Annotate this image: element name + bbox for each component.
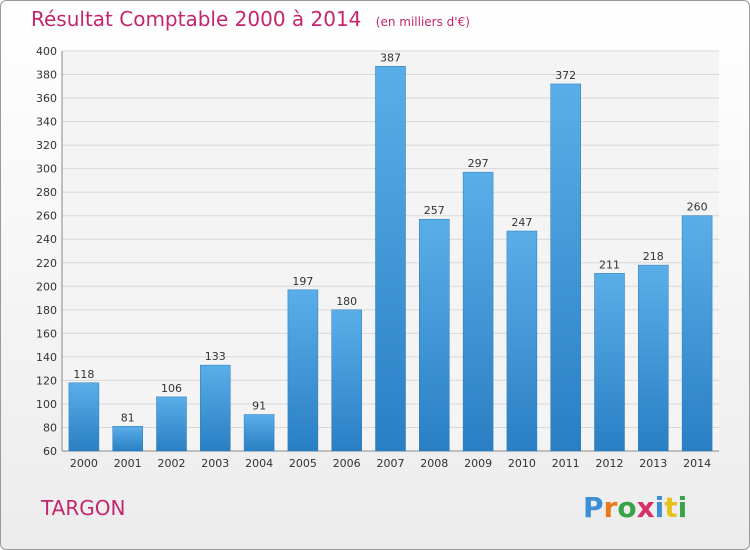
y-tick-label: 160 xyxy=(36,327,57,340)
data-label: 197 xyxy=(292,275,313,288)
x-tick-label: 2007 xyxy=(377,457,405,470)
x-tick-label: 2008 xyxy=(420,457,448,470)
y-tick-label: 280 xyxy=(36,186,57,199)
bar xyxy=(462,171,494,452)
bar xyxy=(506,230,538,452)
x-tick-label: 2005 xyxy=(289,457,317,470)
y-tick-label: 100 xyxy=(36,398,57,411)
y-tick-label: 120 xyxy=(36,374,57,387)
x-tick-label: 2013 xyxy=(639,457,667,470)
y-tick-label: 200 xyxy=(36,280,57,293)
x-tick-label: 2001 xyxy=(114,457,142,470)
x-tick-label: 2004 xyxy=(245,457,273,470)
x-tick-label: 2009 xyxy=(464,457,492,470)
bar xyxy=(200,364,231,452)
logo-letter: o xyxy=(617,491,637,524)
y-tick-label: 60 xyxy=(43,445,57,458)
data-label: 372 xyxy=(555,69,576,82)
data-label: 106 xyxy=(161,382,182,395)
data-label: 247 xyxy=(511,216,532,229)
bar xyxy=(419,218,450,452)
x-tick-label: 2012 xyxy=(596,457,624,470)
bar xyxy=(638,264,669,452)
bar xyxy=(331,309,362,452)
logo-letter: r xyxy=(603,491,618,524)
commune-name: TARGON xyxy=(41,496,126,520)
data-label: 118 xyxy=(73,368,94,381)
x-tick-label: 2014 xyxy=(683,457,711,470)
data-label: 387 xyxy=(380,51,401,64)
x-tick-label: 2002 xyxy=(158,457,186,470)
data-label: 260 xyxy=(687,201,708,214)
y-tick-label: 260 xyxy=(36,210,57,223)
y-tick-label: 300 xyxy=(36,163,57,176)
x-tick-label: 2011 xyxy=(552,457,580,470)
x-tick-label: 2003 xyxy=(201,457,229,470)
x-tick-label: 2010 xyxy=(508,457,536,470)
bar xyxy=(681,215,713,452)
data-label: 180 xyxy=(336,295,357,308)
data-label: 91 xyxy=(252,400,266,413)
bar xyxy=(550,83,581,452)
y-tick-label: 340 xyxy=(36,116,57,129)
y-tick-label: 320 xyxy=(36,139,57,152)
data-label: 297 xyxy=(468,157,489,170)
data-label: 257 xyxy=(424,204,445,217)
y-tick-label: 240 xyxy=(36,233,57,246)
title-text: Résultat Comptable 2000 à 2014 xyxy=(31,7,362,31)
bar xyxy=(156,396,187,452)
y-tick-label: 80 xyxy=(43,421,57,434)
y-tick-label: 140 xyxy=(36,351,57,364)
bar xyxy=(375,66,406,452)
data-label: 218 xyxy=(643,250,664,263)
y-tick-label: 220 xyxy=(36,257,57,270)
data-label: 211 xyxy=(599,258,620,271)
logo-letter: i xyxy=(654,491,665,524)
x-tick-label: 2006 xyxy=(333,457,361,470)
data-label: 133 xyxy=(205,350,226,363)
y-tick-label: 180 xyxy=(36,304,57,317)
logo-letter: x xyxy=(636,491,655,524)
x-tick-label: 2000 xyxy=(70,457,98,470)
bar xyxy=(243,414,275,452)
logo-letter: t xyxy=(664,491,678,524)
logo-letter: P xyxy=(583,491,604,524)
y-tick-label: 380 xyxy=(36,69,57,82)
chart-title: Résultat Comptable 2000 à 2014 (en milli… xyxy=(31,7,470,31)
bar xyxy=(287,289,319,452)
bar xyxy=(112,426,143,452)
data-label: 81 xyxy=(121,411,135,424)
bar xyxy=(68,382,100,452)
y-tick-label: 400 xyxy=(36,45,57,58)
bar xyxy=(594,273,625,452)
logo-letter: i xyxy=(677,491,688,524)
y-tick-label: 360 xyxy=(36,92,57,105)
proxiti-logo: Proxiti xyxy=(583,491,687,524)
title-unit: (en milliers d'€) xyxy=(375,15,470,29)
